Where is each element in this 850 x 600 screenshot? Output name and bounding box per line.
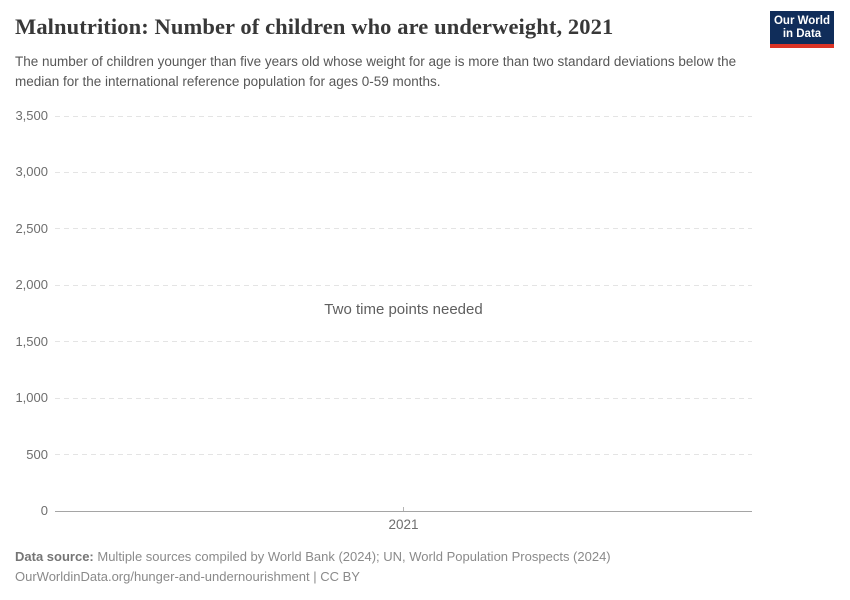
y-gridline: [55, 115, 752, 117]
data-source-line: Data source: Multiple sources compiled b…: [15, 547, 795, 567]
y-tick-label: 1,000: [15, 390, 48, 406]
y-gridline: [55, 171, 752, 173]
chart-footer: Data source: Multiple sources compiled b…: [15, 547, 795, 587]
y-gridline: [55, 341, 752, 343]
y-tick-label: 1,500: [15, 333, 48, 349]
y-tick-label: 2,000: [15, 277, 48, 293]
chart-subtitle: The number of children younger than five…: [15, 54, 737, 89]
x-axis-line: [55, 510, 752, 512]
empty-state-message: Two time points needed: [324, 301, 483, 318]
y-tick-label: 0: [40, 503, 48, 518]
owid-logo-line2: in Data: [782, 28, 822, 40]
data-source-label: Data source:: [15, 549, 94, 564]
y-gridline: [55, 397, 752, 399]
chart-title: Malnutrition: Number of children who are…: [15, 14, 614, 39]
y-gridline: [55, 454, 752, 456]
owid-logo-line1: Our World: [773, 15, 830, 27]
citation-line: OurWorldinData.org/hunger-and-undernouri…: [15, 569, 360, 584]
y-tick-label: 3,500: [15, 108, 48, 123]
y-tick-label: 500: [26, 446, 48, 462]
y-tick-label: 3,000: [15, 164, 48, 180]
x-axis-tick: [403, 507, 404, 511]
y-gridline: [55, 228, 752, 230]
y-gridline: [55, 284, 752, 286]
x-axis-label: 2021: [388, 517, 419, 532]
data-source-text: Multiple sources compiled by World Bank …: [97, 549, 611, 564]
y-tick-label: 2,500: [15, 220, 48, 236]
owid-logo[interactable]: Our World in Data: [770, 11, 834, 48]
